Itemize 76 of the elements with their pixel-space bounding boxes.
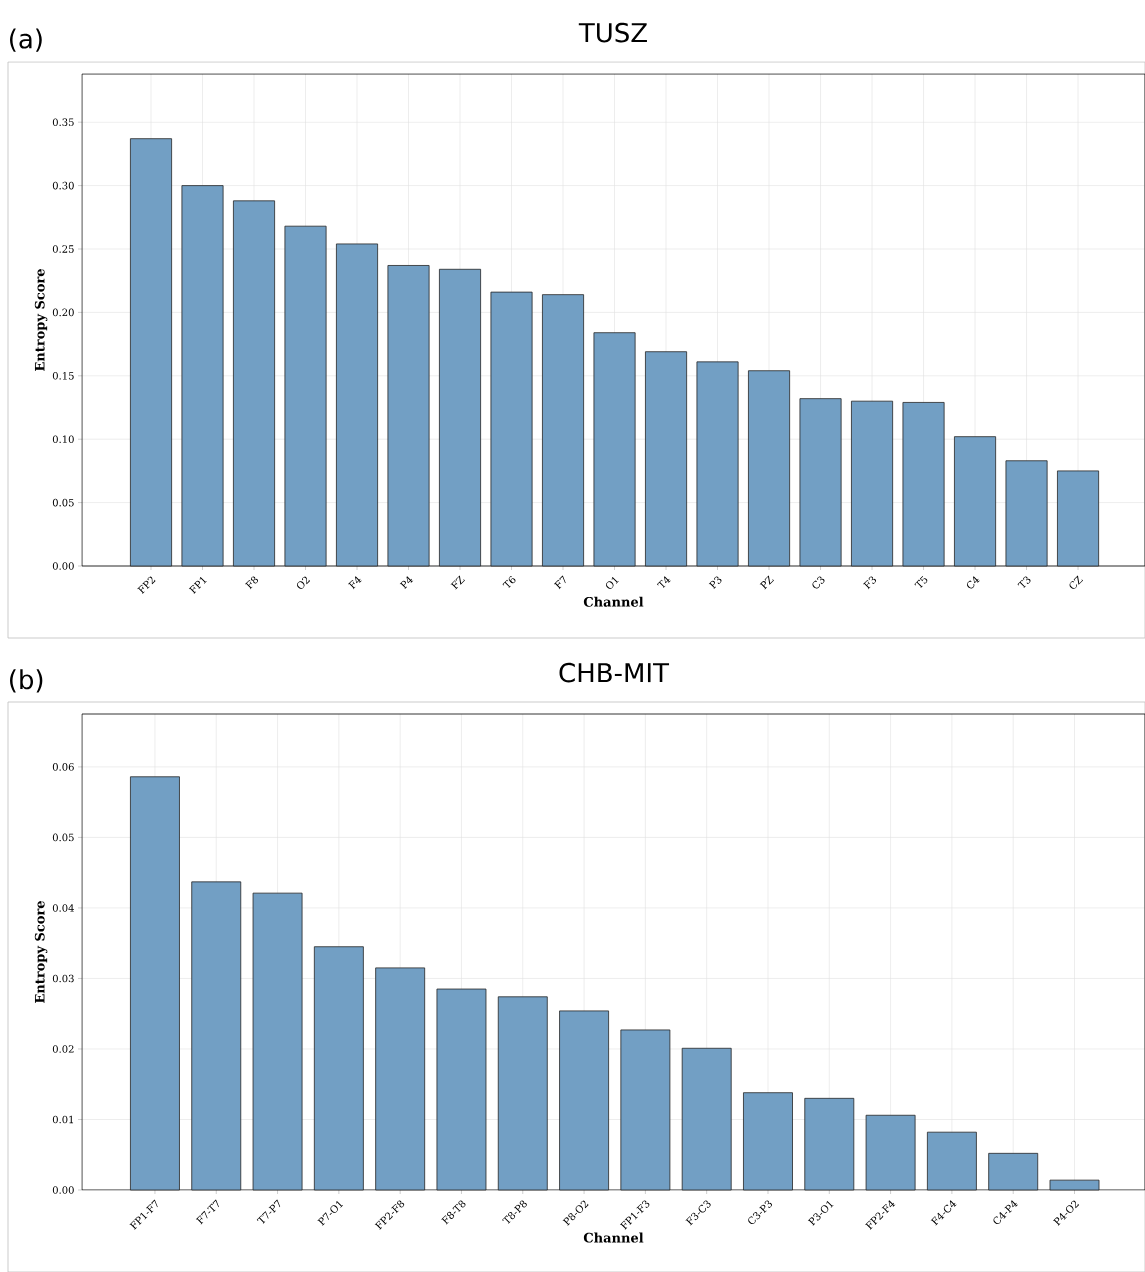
x-tick-label: F3 xyxy=(863,576,877,590)
y-tick-label: 0.25 xyxy=(52,245,74,253)
x-tick-label: C3 xyxy=(812,576,825,589)
y-axis-title: Entropy Score xyxy=(34,269,48,371)
y-tick-label: 0.20 xyxy=(52,308,74,317)
x-tick-label: FP1 xyxy=(188,576,207,595)
text: (b) xyxy=(10,669,43,693)
y-tick-label: 0.10 xyxy=(52,435,74,443)
bar xyxy=(620,1029,671,1191)
y-tick-label: 0.30 xyxy=(52,181,74,190)
bar xyxy=(130,776,180,1191)
bar xyxy=(645,351,688,567)
chart-title: TUSZ xyxy=(578,22,647,43)
y-axis-title: Entropy Score xyxy=(34,901,48,1003)
x-tick-label: T4 xyxy=(656,576,671,589)
y-tick-label: 0.35 xyxy=(52,118,74,126)
bar xyxy=(497,996,548,1191)
y-tick-label: 0.02 xyxy=(52,1045,74,1053)
bar xyxy=(954,436,997,567)
y-tick-label: 0.05 xyxy=(52,833,74,842)
bar xyxy=(1049,1179,1100,1191)
bar xyxy=(1057,470,1100,567)
y-tick-label: 0.05 xyxy=(52,498,74,507)
bar xyxy=(542,294,585,567)
y-tick-label: 0.00 xyxy=(52,1186,74,1194)
bar xyxy=(130,138,173,567)
bar xyxy=(191,881,242,1191)
x-tick-label: F4 xyxy=(348,576,362,590)
bar xyxy=(439,268,482,567)
bar xyxy=(988,1152,1039,1191)
bar xyxy=(375,967,426,1191)
bar xyxy=(804,1097,855,1191)
x-axis-title: Channel xyxy=(583,1232,644,1243)
chart-title: CHB-MIT xyxy=(559,662,670,683)
bar xyxy=(865,1114,916,1191)
bar xyxy=(387,265,430,567)
x-tick-label: T5 xyxy=(914,575,928,589)
x-tick-label: P3 xyxy=(708,576,722,590)
bar xyxy=(252,892,303,1191)
y-tick-label: 0.01 xyxy=(52,1115,74,1124)
bar xyxy=(902,402,945,567)
x-axis-title: Channel xyxy=(583,596,644,607)
bar xyxy=(336,243,379,567)
x-tick-label: C4 xyxy=(966,576,980,589)
x-tick-label: F8 xyxy=(245,576,259,590)
x-tick-label: FZ xyxy=(450,575,465,590)
bar xyxy=(284,225,327,567)
bar xyxy=(436,988,487,1191)
bar xyxy=(743,1092,793,1191)
bar xyxy=(313,946,364,1191)
bar xyxy=(1005,460,1048,567)
x-tick-label: O1 xyxy=(606,576,619,589)
bar xyxy=(681,1047,732,1191)
bar xyxy=(926,1131,977,1191)
y-tick-label: 0.06 xyxy=(52,763,74,771)
y-tick-label: 0.15 xyxy=(52,372,74,380)
x-tick-label: T6 xyxy=(502,575,516,589)
x-tick-label: CZ xyxy=(1069,575,1084,589)
x-tick-label: O2 xyxy=(297,576,311,589)
bar xyxy=(233,200,276,567)
bar xyxy=(748,370,791,567)
y-tick-label: 0.00 xyxy=(52,562,74,570)
bar xyxy=(181,185,224,567)
bar xyxy=(799,398,842,567)
bar xyxy=(593,332,636,567)
x-tick-label: F7 xyxy=(554,575,566,590)
text: (a) xyxy=(10,28,42,52)
x-tick-label: PZ xyxy=(759,575,774,590)
x-tick-label: T3 xyxy=(1017,576,1031,589)
y-tick-label: 0.03 xyxy=(52,974,74,983)
x-tick-label: P4 xyxy=(399,576,414,590)
bar xyxy=(490,291,533,567)
bar xyxy=(851,400,894,567)
y-tick-label: 0.04 xyxy=(52,904,74,912)
bar xyxy=(696,361,739,567)
bar xyxy=(559,1010,609,1191)
